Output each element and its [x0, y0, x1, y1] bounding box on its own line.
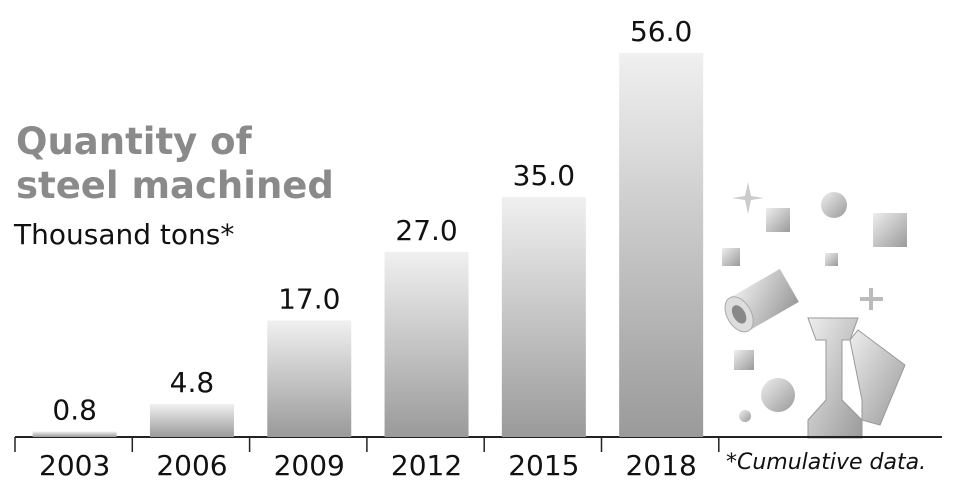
chart-title: Quantity of steel machined: [16, 120, 334, 207]
value-label: 35.0: [513, 159, 575, 192]
value-label: 0.8: [52, 394, 97, 427]
value-label: 17.0: [278, 282, 340, 315]
footnote: *Cumulative data.: [726, 450, 927, 475]
x-tick-label: 2015: [508, 449, 579, 482]
bar: [149, 404, 234, 437]
bar: [501, 197, 586, 437]
x-tick-label: 2018: [626, 449, 697, 482]
bar: [267, 320, 352, 437]
bar: [384, 251, 469, 437]
value-label: 27.0: [395, 214, 457, 247]
bar: [32, 431, 117, 437]
chart-subtitle: Thousand tons*: [14, 218, 235, 251]
value-label: 4.8: [170, 366, 215, 399]
x-tick-label: 2003: [39, 449, 110, 482]
x-tick-label: 2009: [274, 449, 345, 482]
decoration: [722, 182, 907, 439]
x-tick-label: 2006: [156, 449, 227, 482]
bar: [619, 53, 704, 437]
value-label: 56.0: [630, 15, 692, 48]
x-tick-label: 2012: [391, 449, 462, 482]
